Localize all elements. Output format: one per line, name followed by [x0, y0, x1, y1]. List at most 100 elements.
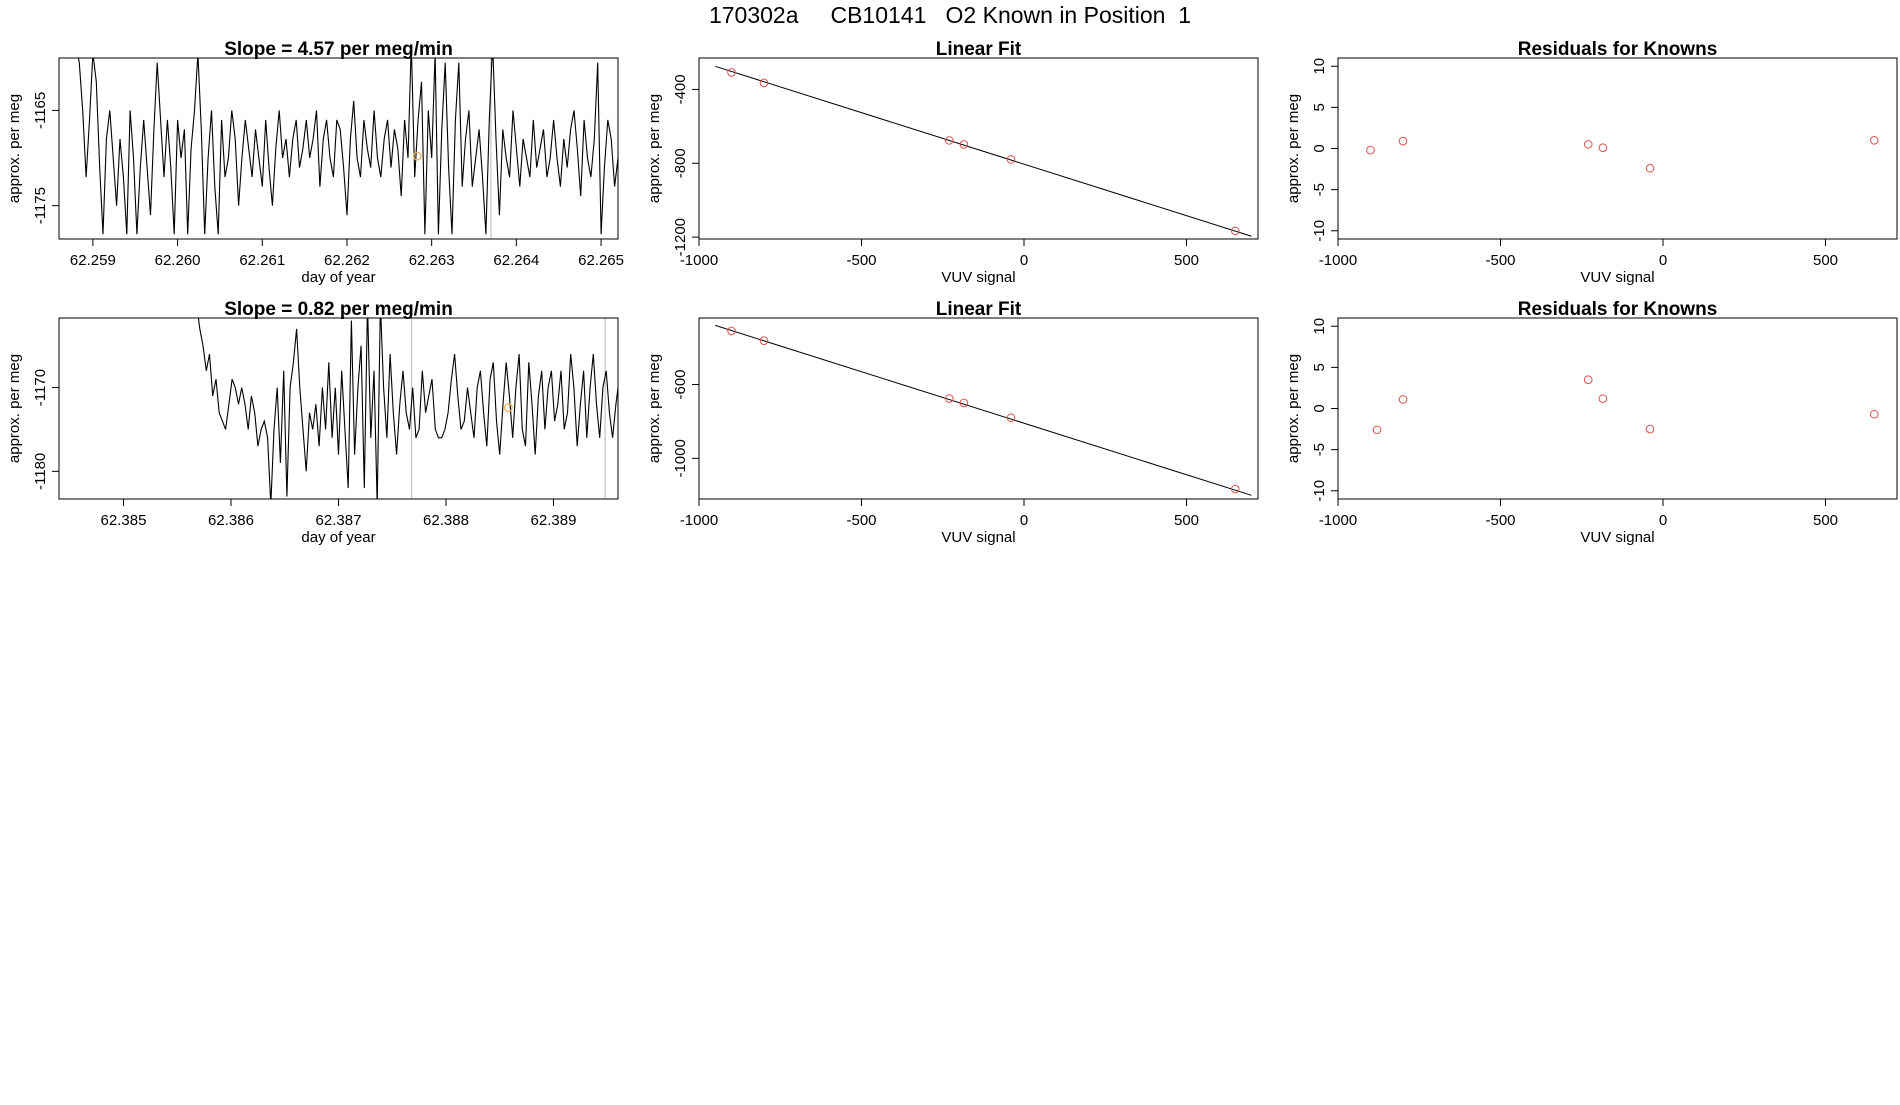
data-point [1645, 163, 1655, 173]
y-axis-label: approx. per meg [646, 354, 663, 463]
x-tick-label: -1000 [680, 252, 718, 269]
plot-area [197, 318, 618, 499]
y-tick-label: -800 [672, 148, 689, 178]
panel-title: Linear Fit [936, 39, 1022, 60]
plot-frame [1337, 317, 1898, 500]
data-point [1366, 145, 1375, 155]
series-line [197, 318, 618, 499]
y-tick-label: 10 [1311, 58, 1328, 75]
x-tick-label: 0 [1659, 512, 1667, 529]
data-point [727, 326, 736, 336]
y-tick-label: -10 [1311, 220, 1328, 242]
x-tick-label: -500 [846, 252, 876, 269]
x-tick-label: -500 [1485, 512, 1515, 529]
panel-title: Linear Fit [936, 299, 1022, 320]
data-point [727, 68, 736, 77]
data-point [1598, 394, 1608, 403]
data-point [1230, 484, 1240, 494]
plot-frame [698, 57, 1259, 240]
y-axis-label: approx. per meg [646, 94, 663, 203]
x-tick-label: 62.261 [239, 252, 285, 269]
x-axis-label: VUV signal [941, 529, 1015, 546]
data-point [1645, 424, 1655, 434]
panel-title: Slope = 0.82 per meg/min [224, 299, 453, 320]
x-axis-label: VUV signal [941, 269, 1015, 286]
data-point [1398, 395, 1408, 404]
plot-area [1372, 375, 1879, 435]
x-tick-label: -500 [846, 512, 876, 529]
x-tick-label: 0 [1020, 512, 1028, 529]
plot-frame [1337, 57, 1898, 240]
figure-title: 170302a CB10141 O2 Known in Position 1 [708, 2, 1192, 28]
fit-line [715, 324, 1252, 496]
x-tick-label: 62.387 [316, 512, 362, 529]
panel-title: Slope = 4.57 per meg/min [224, 39, 453, 60]
plot-area [715, 65, 1252, 237]
y-tick-label: 0 [1311, 404, 1328, 412]
x-axis-label: VUV signal [1580, 529, 1654, 546]
plot-frame [698, 317, 1259, 500]
data-point [959, 398, 969, 408]
panel-title: Residuals for Knowns [1518, 39, 1718, 60]
x-tick-label: 62.388 [423, 512, 469, 529]
plot-area [1366, 135, 1879, 173]
x-tick-label: 62.265 [578, 252, 624, 269]
y-tick-label: 5 [1311, 103, 1328, 111]
y-tick-label: 5 [1311, 363, 1328, 371]
data-point [959, 140, 969, 149]
panel-p23: -1000 -500 0 500 -10 -5 0 5 10 Residuals for Know… [1285, 299, 1898, 546]
x-tick-label: 500 [1813, 512, 1838, 529]
panel-p11: 62.259 62.260 62.261 62.262 62.263 62.264 62.2… [6, 39, 624, 286]
fit-line [715, 65, 1252, 237]
x-tick-label: 500 [1813, 252, 1838, 269]
y-axis-label: approx. per meg [1285, 94, 1302, 203]
y-tick-label: -1000 [672, 439, 689, 477]
x-tick-label: 0 [1659, 252, 1667, 269]
panel-p12: -1000 -500 0 500 -1200 -800 -400 Linear Fit VUV … [646, 39, 1259, 286]
data-point [944, 394, 954, 403]
data-point [1006, 413, 1016, 423]
series-line [77, 58, 618, 235]
data-point [1598, 143, 1608, 152]
y-tick-label: -600 [672, 369, 689, 399]
panel-p22: -1000 -500 0 500 -1000 -600 Linear Fit VUV sign… [646, 299, 1259, 546]
data-point [1869, 409, 1879, 419]
x-axis-label: day of year [301, 269, 375, 286]
y-tick-label: -1165 [32, 92, 49, 129]
y-tick-label: 0 [1311, 144, 1328, 152]
x-tick-label: 62.264 [493, 252, 539, 269]
x-tick-label: 500 [1174, 252, 1199, 269]
y-tick-label: -1175 [32, 187, 49, 224]
y-axis-label: approx. per meg [6, 94, 23, 203]
plot-frame [58, 57, 619, 240]
x-tick-label: 0 [1020, 252, 1028, 269]
x-axis-label: VUV signal [1580, 269, 1654, 286]
x-tick-label: 500 [1174, 512, 1199, 529]
y-tick-label: -1180 [32, 453, 49, 490]
plot-area [715, 324, 1252, 496]
x-tick-label: -500 [1485, 252, 1515, 269]
plot-frame [58, 317, 619, 500]
highlight-point [503, 403, 513, 413]
y-tick-label: -400 [672, 74, 689, 104]
panel-title: Residuals for Knowns [1518, 299, 1718, 320]
x-tick-label: 62.260 [155, 252, 201, 269]
x-tick-label: 62.263 [409, 252, 455, 269]
plot-area [77, 58, 618, 239]
data-point [759, 78, 769, 88]
x-tick-label: -1000 [1319, 252, 1357, 269]
x-axis-label: day of year [301, 529, 375, 546]
data-point [1230, 226, 1240, 236]
x-tick-label: 62.386 [208, 512, 254, 529]
data-point [1583, 375, 1593, 385]
x-tick-label: 62.259 [70, 252, 116, 269]
data-point [1006, 155, 1016, 164]
data-point [1583, 140, 1593, 149]
highlight-point [412, 151, 422, 161]
data-point [1372, 425, 1382, 435]
y-tick-label: -1200 [672, 218, 689, 256]
y-tick-label: 10 [1311, 318, 1328, 335]
x-tick-label: 62.389 [531, 512, 577, 529]
y-tick-label: -5 [1311, 183, 1328, 196]
